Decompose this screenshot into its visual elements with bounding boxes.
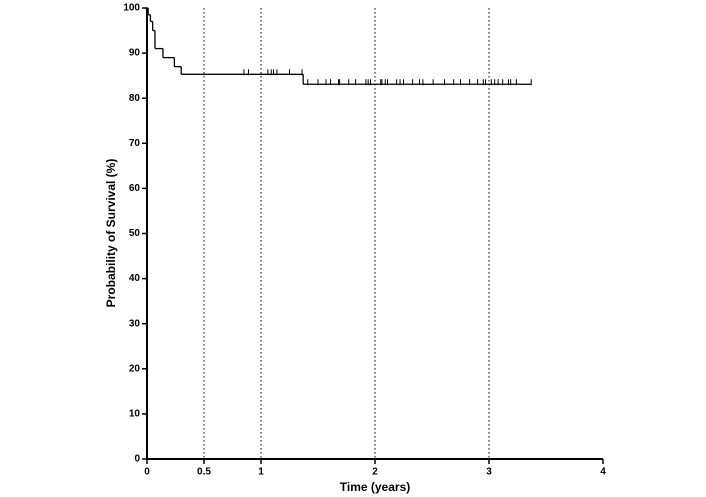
y-tick-label: 50: [129, 228, 141, 239]
x-tick-label: 0: [144, 467, 150, 478]
x-tick-label: 3: [486, 467, 492, 478]
x-tick-label: 2: [372, 467, 378, 478]
y-tick-label: 100: [123, 3, 140, 14]
x-axis-label: Time (years): [340, 480, 410, 494]
y-tick-label: 20: [129, 363, 141, 374]
y-tick-label: 80: [129, 93, 141, 104]
x-tick-label: 0.5: [197, 467, 211, 478]
y-tick-label: 10: [129, 409, 141, 420]
x-tick-label: 1: [258, 467, 264, 478]
y-tick-label: 60: [129, 183, 141, 194]
y-tick-label: 40: [129, 273, 141, 284]
y-axis-label: Probability of Survival (%): [104, 159, 118, 308]
y-tick-label: 90: [129, 48, 141, 59]
y-tick-label: 70: [129, 138, 141, 149]
y-tick-label: 0: [134, 454, 140, 465]
y-tick-label: 30: [129, 318, 141, 329]
x-tick-label: 4: [600, 467, 606, 478]
